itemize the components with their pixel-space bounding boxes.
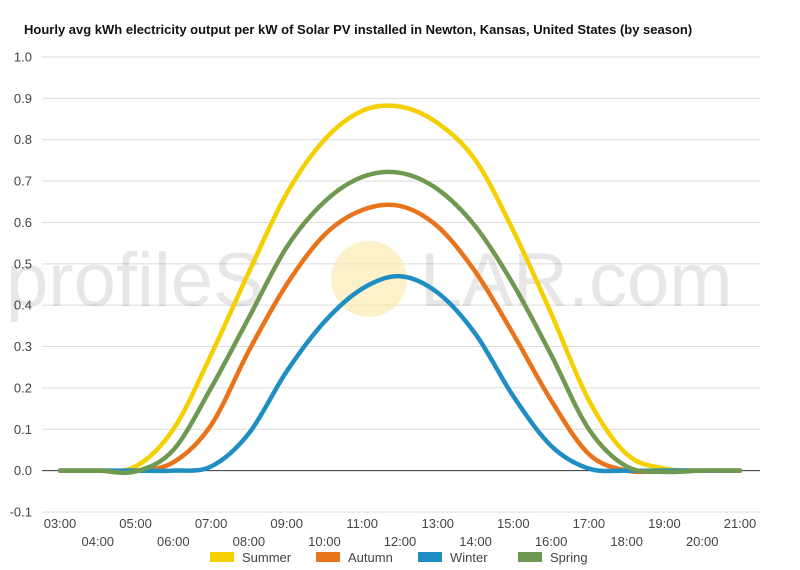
- legend-label-winter: Winter: [450, 550, 488, 565]
- y-tick-label: 0.4: [14, 298, 32, 313]
- legend-swatch-spring: [518, 552, 542, 562]
- x-tick-label: 05:00: [119, 516, 152, 531]
- x-tick-label: 04:00: [82, 534, 115, 549]
- watermark: profileS LAR.com: [6, 238, 733, 323]
- series-line-spring: [57, 169, 743, 476]
- y-tick-label: 0.6: [14, 215, 32, 230]
- x-tick-label: 09:00: [270, 516, 303, 531]
- y-tick-label: 0.3: [14, 339, 32, 354]
- chart-title: Hourly avg kWh electricity output per kW…: [24, 22, 692, 37]
- x-tick-label: 11:00: [346, 516, 378, 531]
- series-line-winter: [57, 273, 743, 474]
- y-tick-label: 0.0: [14, 463, 32, 478]
- x-tick-label: 16:00: [535, 534, 568, 549]
- y-tick-label: 0.7: [14, 174, 32, 189]
- y-tick-label: 0.5: [14, 256, 32, 271]
- legend: Summer Autumn Winter Spring: [210, 550, 588, 565]
- legend-swatch-winter: [418, 552, 442, 562]
- series-line-summer: [57, 103, 743, 474]
- x-tick-label: 20:00: [686, 534, 719, 549]
- y-tick-label: 0.2: [14, 380, 32, 395]
- x-tick-label: 21:00: [724, 516, 757, 531]
- x-tick-label: 10:00: [308, 534, 341, 549]
- watermark-text-right: LAR.com: [420, 238, 733, 323]
- watermark-text-left: profileS: [6, 238, 264, 323]
- y-tick-label: 0.9: [14, 91, 32, 106]
- x-tick-label: 17:00: [573, 516, 606, 531]
- x-tick-label: 12:00: [384, 534, 417, 549]
- legend-label-autumn: Autumn: [348, 550, 393, 565]
- x-axis: 03:00 04:00 05:00 06:00 07:00 08:00 09:00 10:00…: [44, 516, 757, 549]
- x-tick-label: 18:00: [610, 534, 643, 549]
- x-tick-label: 07:00: [195, 516, 228, 531]
- legend-swatch-autumn: [316, 552, 340, 562]
- y-axis: -0.1 0.0 0.1 0.2 0.3 0.4 0.5 0.6 0.7 0.8 0.9 1.0: [10, 50, 32, 520]
- series: [57, 103, 743, 476]
- x-tick-label: 14:00: [459, 534, 492, 549]
- y-tick-label: -0.1: [10, 505, 32, 520]
- legend-label-summer: Summer: [242, 550, 292, 565]
- x-tick-label: 13:00: [422, 516, 455, 531]
- y-tick-label: 1.0: [14, 50, 32, 65]
- x-tick-label: 08:00: [233, 534, 266, 549]
- x-tick-label: 15:00: [497, 516, 530, 531]
- legend-label-spring: Spring: [550, 550, 588, 565]
- y-tick-label: 0.8: [14, 132, 32, 147]
- y-tick-label: 0.1: [14, 422, 32, 437]
- x-tick-label: 03:00: [44, 516, 77, 531]
- legend-swatch-summer: [210, 552, 234, 562]
- x-tick-label: 06:00: [157, 534, 190, 549]
- x-tick-label: 19:00: [648, 516, 681, 531]
